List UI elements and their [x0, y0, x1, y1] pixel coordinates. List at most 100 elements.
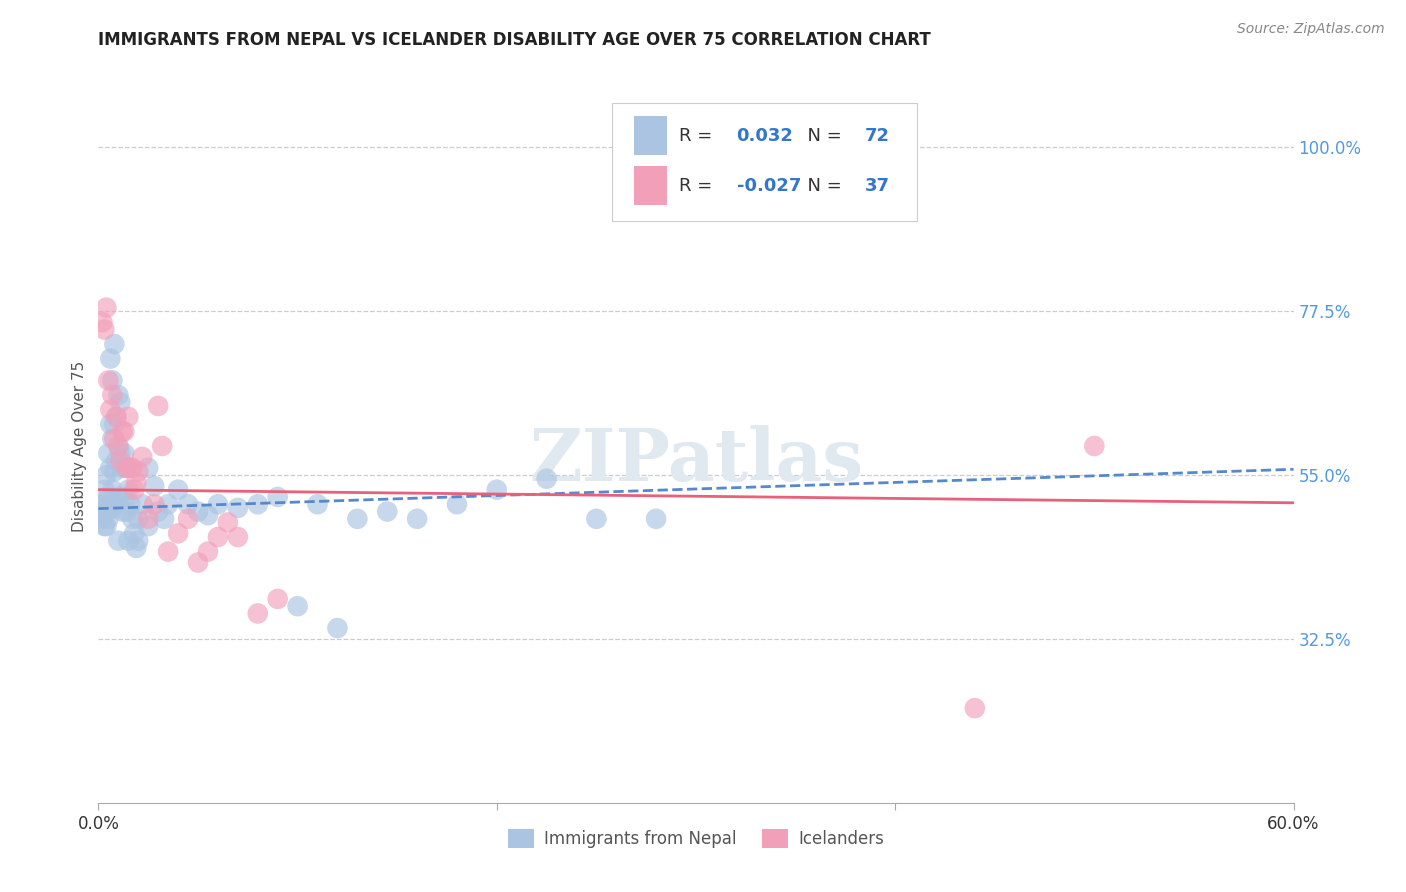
Point [963, 701, 986, 715]
Point [124, 526, 146, 541]
Y-axis label: Disability Age Over 75: Disability Age Over 75 [72, 360, 87, 532]
Point [117, 409, 139, 424]
FancyBboxPatch shape [634, 166, 668, 205]
Point [485, 483, 508, 497]
Point [111, 504, 134, 518]
Point [91, 512, 114, 526]
Point [96, 519, 118, 533]
Point [115, 460, 138, 475]
Text: ZIPatlas: ZIPatlas [529, 425, 863, 496]
Point [136, 512, 159, 526]
Point [107, 533, 129, 548]
Point [107, 490, 129, 504]
Legend: Immigrants from Nepal, Icelanders: Immigrants from Nepal, Icelanders [501, 822, 891, 855]
Point [226, 500, 249, 515]
Point [93, 500, 115, 515]
Point [96, 301, 118, 315]
Point [167, 526, 190, 541]
Point [177, 497, 200, 511]
Point [97, 512, 120, 526]
Text: R =: R = [679, 127, 718, 145]
Point [136, 519, 159, 533]
Point [127, 512, 149, 526]
Point [97, 374, 120, 388]
Point [98, 497, 122, 511]
Point [167, 483, 190, 497]
Point [91, 497, 114, 511]
Point [207, 497, 229, 511]
Point [117, 483, 139, 497]
Point [97, 490, 120, 504]
Point [103, 500, 125, 515]
Text: R =: R = [679, 177, 718, 194]
Point [103, 417, 125, 432]
Point [326, 621, 349, 635]
Point [153, 512, 176, 526]
Point [824, 187, 846, 202]
Point [98, 417, 122, 432]
Point [89, 504, 111, 518]
FancyBboxPatch shape [634, 116, 668, 155]
Point [131, 497, 153, 511]
Point [121, 512, 143, 526]
Point [93, 483, 115, 497]
Point [107, 439, 129, 453]
Point [1083, 439, 1105, 453]
Point [103, 337, 125, 351]
Point [91, 315, 114, 329]
Point [150, 439, 173, 453]
Point [536, 472, 558, 486]
Point [197, 508, 219, 523]
Point [187, 556, 209, 570]
Point [645, 512, 668, 526]
Point [117, 533, 139, 548]
Point [97, 446, 120, 460]
Point [107, 388, 129, 402]
Point [98, 460, 122, 475]
Point [267, 591, 290, 606]
Point [93, 322, 115, 336]
Point [112, 425, 135, 439]
Point [148, 504, 170, 518]
Point [96, 504, 118, 518]
Point [446, 497, 468, 511]
Point [136, 460, 159, 475]
Point [148, 399, 170, 413]
Point [143, 497, 166, 511]
Point [107, 439, 129, 453]
Point [375, 504, 398, 518]
Point [101, 388, 124, 402]
Point [157, 497, 180, 511]
Point [187, 504, 209, 518]
Point [246, 607, 269, 621]
Point [115, 504, 138, 518]
Point [98, 351, 122, 366]
Point [101, 374, 124, 388]
Point [103, 432, 125, 446]
Text: -0.027: -0.027 [737, 177, 801, 194]
Point [105, 409, 128, 424]
Point [131, 450, 153, 464]
Point [207, 530, 229, 544]
Point [125, 475, 148, 490]
Point [226, 530, 249, 544]
Point [98, 402, 122, 417]
Point [101, 432, 124, 446]
Text: 0.032: 0.032 [737, 127, 793, 145]
Point [101, 483, 124, 497]
Point [110, 453, 132, 467]
Point [105, 453, 128, 467]
Point [127, 465, 149, 479]
Point [197, 544, 219, 558]
Point [127, 533, 149, 548]
Text: Source: ZipAtlas.com: Source: ZipAtlas.com [1237, 22, 1385, 37]
Text: N =: N = [796, 127, 848, 145]
Point [143, 479, 166, 493]
Point [96, 468, 118, 483]
Point [93, 519, 115, 533]
Point [157, 544, 180, 558]
Point [105, 497, 128, 511]
Point [217, 516, 239, 530]
Point [111, 460, 134, 475]
Point [287, 599, 309, 614]
